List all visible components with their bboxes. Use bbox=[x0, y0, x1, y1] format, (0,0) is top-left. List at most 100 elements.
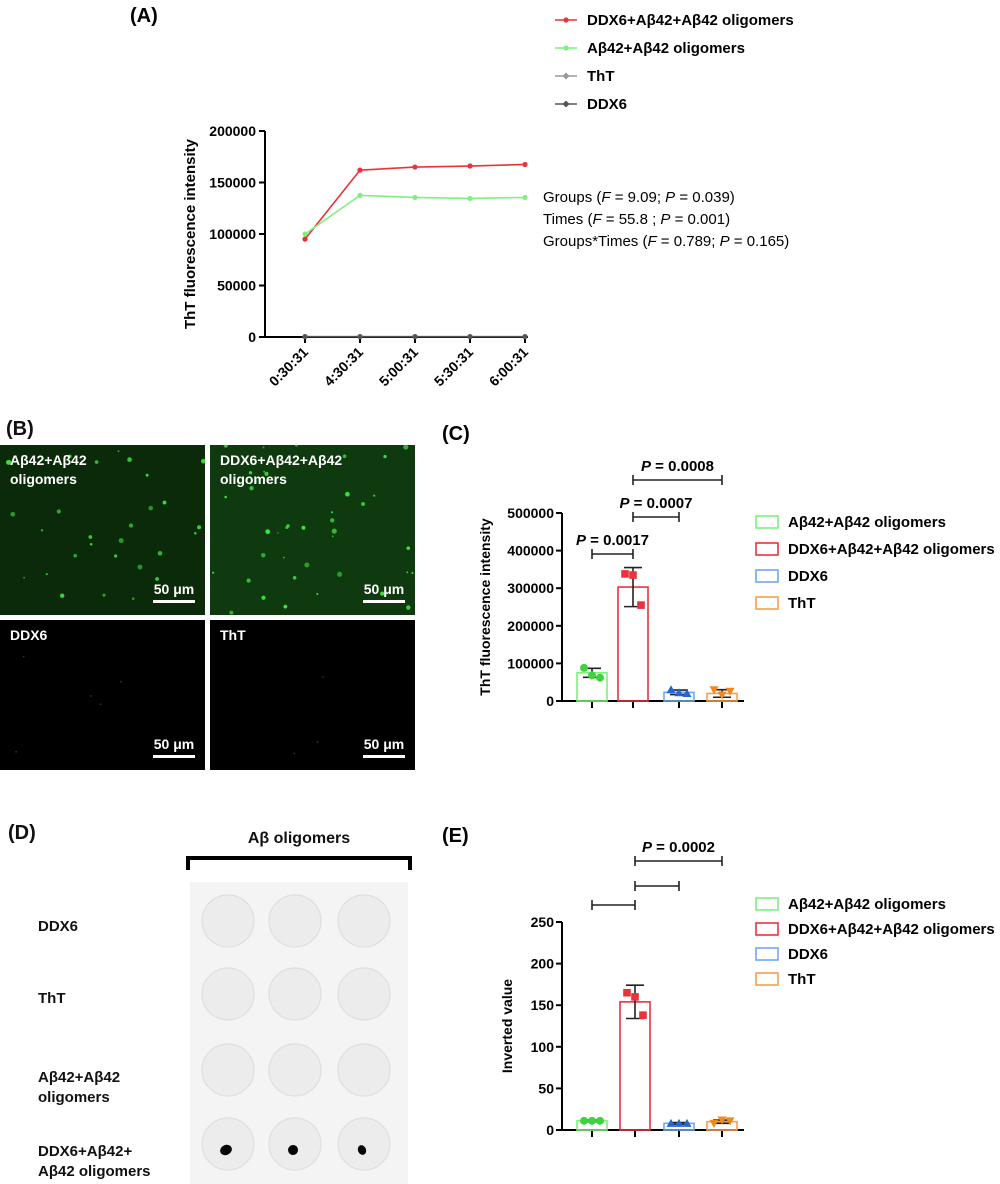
stat-line: Groups (F = 9.09; P = 0.039) bbox=[543, 189, 735, 206]
speck bbox=[292, 576, 297, 580]
data-point bbox=[717, 1116, 727, 1125]
bar bbox=[619, 1001, 651, 1131]
speck bbox=[193, 531, 197, 535]
speck bbox=[282, 556, 285, 559]
legend-label: Aβ42+Aβ42 oligomers bbox=[587, 40, 745, 57]
panel-e-bar-chart: (E) 0 50 100 150 200 250 Inverted value Aβ42+Aβ… bbox=[442, 825, 995, 1138]
blot-spot bbox=[201, 1043, 255, 1097]
speck bbox=[330, 518, 335, 523]
data-point bbox=[596, 1116, 604, 1125]
speck bbox=[331, 528, 337, 534]
legend-label: DDX6+Aβ42+Aβ42 oligomers bbox=[788, 921, 995, 938]
speck bbox=[223, 445, 228, 448]
legend-swatch bbox=[755, 922, 779, 936]
legend-label: DDX6 bbox=[788, 946, 828, 963]
data-point bbox=[467, 334, 473, 340]
panel-c-bar-chart: (C) 0 100000 200000 300000 400000 500000 ThT f… bbox=[442, 423, 995, 709]
dot-blot-row-label-abeta: Aβ42+Aβ42 oligomers bbox=[38, 1069, 121, 1106]
speck bbox=[321, 676, 324, 678]
data-point bbox=[412, 194, 418, 201]
speck bbox=[249, 485, 254, 491]
speck bbox=[262, 446, 265, 449]
speck bbox=[264, 471, 269, 476]
speck bbox=[360, 501, 366, 507]
data-point bbox=[580, 663, 588, 672]
blot-spot bbox=[337, 967, 391, 1021]
data-point bbox=[666, 1118, 676, 1127]
legend-marker bbox=[562, 100, 570, 108]
y-tick-label: 400000 bbox=[507, 543, 554, 559]
data-point bbox=[682, 1118, 692, 1127]
scale-bar: 50 μm bbox=[363, 581, 405, 603]
blot-signal bbox=[288, 1145, 298, 1155]
speck bbox=[229, 610, 234, 615]
x-tick-label: 6:00:31 bbox=[486, 344, 532, 390]
micrograph-label: DDX6+Aβ42+Aβ42 oligomers bbox=[220, 452, 343, 487]
speck bbox=[157, 550, 163, 556]
speck bbox=[261, 553, 266, 558]
y-tick-label: 150 bbox=[531, 997, 555, 1013]
speck bbox=[277, 532, 279, 534]
legend-label: DDX6+Aβ42+Aβ42 oligomers bbox=[587, 12, 794, 29]
fluorescent-specks bbox=[15, 655, 122, 753]
speck bbox=[383, 454, 387, 459]
x-tick-label: 0:30:31 bbox=[266, 344, 312, 390]
legend-swatch bbox=[755, 596, 779, 610]
legend-swatch bbox=[755, 569, 779, 583]
speck bbox=[127, 457, 132, 462]
panel-c-label: (C) bbox=[442, 423, 470, 445]
x-tick-label: 5:30:31 bbox=[431, 344, 477, 390]
legend-label: ThT bbox=[788, 971, 816, 988]
series-line bbox=[304, 163, 526, 240]
legend-swatch bbox=[755, 515, 779, 529]
dot-blot-row-label-tht: ThT bbox=[38, 990, 66, 1007]
data-point bbox=[412, 164, 418, 170]
data-point bbox=[709, 686, 719, 695]
data-point bbox=[621, 570, 629, 578]
legend-swatch bbox=[755, 542, 779, 556]
speck bbox=[304, 562, 310, 568]
micrograph-abeta-oligomers: Aβ42+Aβ42 oligomers 50 μm bbox=[0, 445, 205, 615]
speck bbox=[406, 605, 411, 610]
data-point bbox=[725, 687, 735, 696]
blot-spot bbox=[201, 1117, 255, 1171]
speck bbox=[211, 571, 215, 574]
data-point bbox=[637, 601, 645, 609]
speck bbox=[73, 553, 77, 558]
y-axis-label: Inverted value bbox=[499, 979, 515, 1073]
data-point bbox=[302, 236, 308, 242]
speck bbox=[263, 470, 266, 473]
blot-spot bbox=[337, 1043, 391, 1097]
speck bbox=[45, 572, 48, 576]
data-point bbox=[666, 685, 676, 694]
panel-a-series bbox=[302, 161, 528, 340]
speck bbox=[406, 571, 409, 574]
speck bbox=[345, 491, 350, 497]
stat-line: Times (F = 55.8 ; P = 0.001) bbox=[543, 211, 730, 228]
speck bbox=[68, 454, 72, 458]
series-line bbox=[304, 194, 526, 235]
speck bbox=[411, 571, 414, 574]
y-tick-label: 150000 bbox=[209, 175, 256, 191]
fluorescent-specks bbox=[0, 445, 205, 615]
data-point bbox=[357, 192, 363, 198]
speck bbox=[117, 450, 120, 453]
fluorescent-specks bbox=[293, 676, 324, 755]
y-tick-label: 100 bbox=[531, 1039, 555, 1055]
micrograph-tht: ThT 50 μm bbox=[210, 620, 415, 770]
blot-signal bbox=[220, 1144, 232, 1156]
legend-marker bbox=[562, 72, 570, 80]
panel-a-statistics: Groups (F = 9.09; P = 0.039) Times (F = 5… bbox=[543, 189, 789, 250]
speck bbox=[10, 511, 16, 517]
data-point bbox=[674, 1118, 684, 1127]
y-tick-label: 500000 bbox=[507, 505, 554, 521]
p-value-label: P = 0.0017 bbox=[576, 532, 649, 549]
blot-spot bbox=[268, 894, 322, 948]
blot-signal bbox=[357, 1145, 367, 1155]
y-axis-label: ThT fluorescence intensity bbox=[477, 518, 493, 696]
legend-marker bbox=[563, 45, 569, 51]
dot-blot-row-label-ddx6-abeta: DDX6+Aβ42+ Aβ42 oligomers bbox=[38, 1143, 151, 1180]
data-point bbox=[302, 231, 308, 237]
y-tick-label: 0 bbox=[546, 693, 554, 709]
speck bbox=[331, 511, 334, 514]
